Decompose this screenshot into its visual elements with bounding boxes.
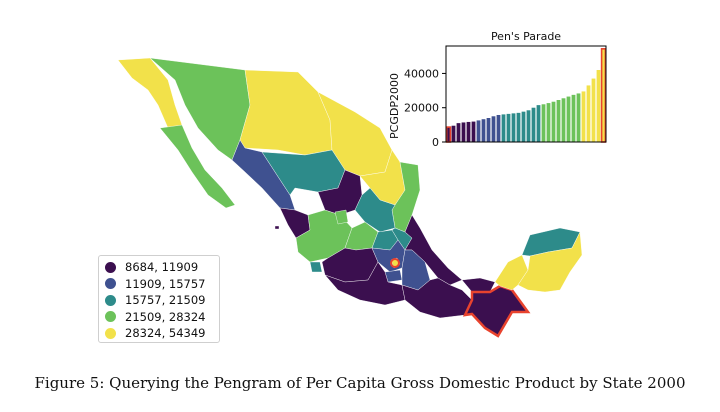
state-oaxaca xyxy=(401,277,473,319)
bars-group xyxy=(445,48,607,143)
bar xyxy=(556,100,561,142)
bar xyxy=(526,110,531,142)
legend-swatch xyxy=(105,327,116,339)
bar xyxy=(516,112,521,142)
state-aguascalientes xyxy=(334,209,349,225)
legend-swatch xyxy=(105,294,116,306)
state-tabasco xyxy=(461,277,496,293)
legend-label: 8684, 11909 xyxy=(125,260,199,275)
legend-entry: 21509, 28324 xyxy=(105,309,219,326)
bar xyxy=(451,125,456,142)
bar xyxy=(566,96,571,142)
bar xyxy=(476,120,481,142)
bar xyxy=(471,121,476,142)
map-legend: 8684, 11909 11909, 15757 15757, 21509 21… xyxy=(98,255,220,343)
figure-caption: Figure 5: Querying the Pengram of Per Ca… xyxy=(34,374,686,392)
legend-swatch xyxy=(105,311,116,323)
bar xyxy=(551,101,556,142)
bar xyxy=(511,113,516,142)
bar xyxy=(531,107,536,142)
legend-entry: 11909, 15757 xyxy=(105,276,219,293)
island-small xyxy=(274,225,280,230)
bar xyxy=(576,93,581,142)
distrito-federal-highlight xyxy=(390,258,400,268)
legend-entry: 28324, 54349 xyxy=(105,325,219,342)
bar xyxy=(541,104,546,142)
legend-entry: 8684, 11909 xyxy=(105,259,219,276)
bar xyxy=(596,70,601,142)
bar xyxy=(466,121,471,142)
bar xyxy=(496,114,501,142)
state-guerrero xyxy=(324,261,406,306)
bar xyxy=(571,94,576,142)
bar xyxy=(521,111,526,142)
bar xyxy=(486,118,491,142)
legend-swatch xyxy=(105,261,116,273)
pens-parade-chart: Pen's Parade PCGDP2000 0 20000 40000 xyxy=(388,30,607,148)
state-baja-california-sur xyxy=(159,124,236,209)
bar xyxy=(506,113,511,142)
bar xyxy=(546,103,551,142)
state-quintana-roo xyxy=(517,231,583,293)
legend-label: 21509, 28324 xyxy=(125,309,206,324)
legend-label: 28324, 54349 xyxy=(125,326,206,341)
mexico-choropleth-map xyxy=(117,57,583,338)
chart-title: Pen's Parade xyxy=(491,30,561,43)
bar xyxy=(600,48,607,143)
state-chihuahua xyxy=(239,69,333,156)
y-tick-label: 20000 xyxy=(404,102,439,115)
bar xyxy=(491,116,496,142)
bar xyxy=(461,122,466,142)
bar xyxy=(456,123,461,142)
bar xyxy=(501,114,506,142)
y-axis-label: PCGDP2000 xyxy=(388,73,401,139)
legend-label: 15757, 21509 xyxy=(125,293,206,308)
legend-swatch xyxy=(105,278,116,290)
bar xyxy=(586,85,591,142)
bar xyxy=(561,98,566,142)
y-ticks-group: 0 20000 40000 xyxy=(404,67,446,148)
legend-label: 11909, 15757 xyxy=(125,276,206,291)
state-chiapas xyxy=(462,284,531,338)
bar xyxy=(581,91,586,142)
state-san-luis-potosi xyxy=(354,187,396,233)
y-tick-label: 0 xyxy=(432,136,439,148)
bar xyxy=(536,105,541,142)
chart-frame xyxy=(445,45,607,143)
bar xyxy=(591,78,596,142)
state-colima xyxy=(309,261,323,273)
legend-entry: 15757, 21509 xyxy=(105,292,219,309)
bar xyxy=(445,126,452,143)
bar xyxy=(481,119,486,142)
y-tick-label: 40000 xyxy=(404,67,439,80)
